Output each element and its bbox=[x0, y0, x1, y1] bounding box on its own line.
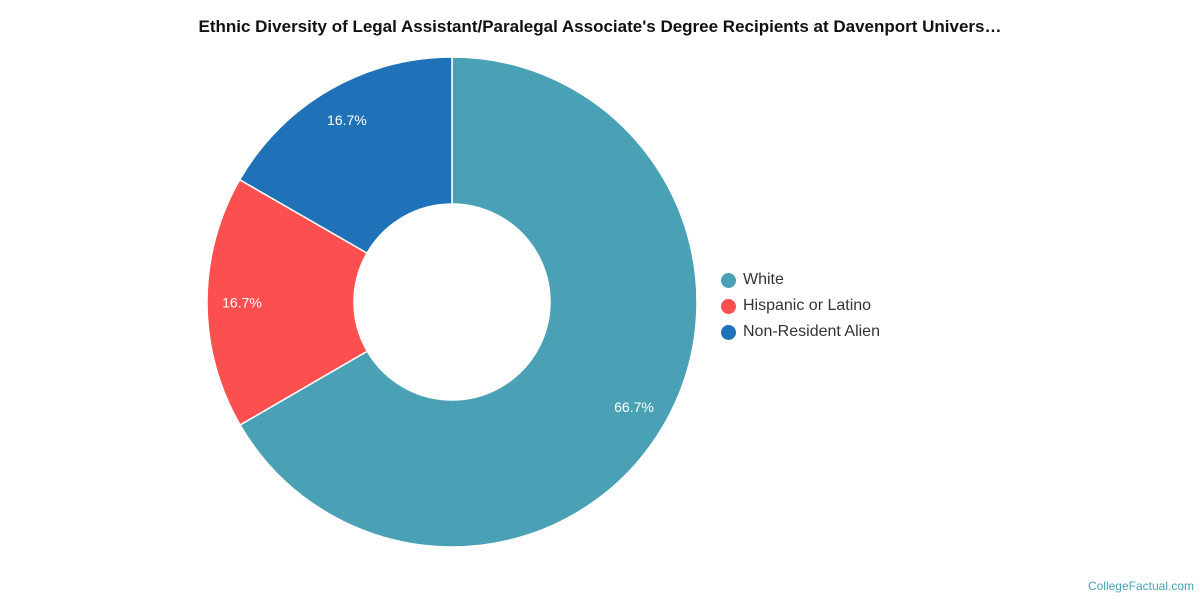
chart-title: Ethnic Diversity of Legal Assistant/Para… bbox=[198, 17, 1002, 36]
legend-swatch-white bbox=[721, 272, 736, 288]
data-label-hispanic-or-latino: 16.7% bbox=[222, 294, 262, 310]
legend-item-non-resident-alien[interactable]: Non-Resident Alien bbox=[721, 319, 880, 345]
legend-item-white[interactable]: White bbox=[721, 267, 880, 293]
slice-hispanic-or-latino[interactable] bbox=[206, 178, 369, 426]
slice-white[interactable] bbox=[239, 56, 698, 548]
data-label-white: 66.7% bbox=[614, 399, 654, 415]
legend-swatch-hispanic-or-latino bbox=[721, 298, 736, 314]
legend-label-white: White bbox=[743, 271, 784, 288]
legend-swatch-non-resident-alien bbox=[721, 324, 736, 340]
legend-label-hispanic-or-latino: Hispanic or Latino bbox=[743, 297, 872, 314]
data-label-non-resident-alien: 16.7% bbox=[327, 112, 367, 128]
site-watermark[interactable]: CollegeFactual.com bbox=[1087, 579, 1194, 593]
legend-label-non-resident-alien: Non-Resident Alien bbox=[743, 323, 880, 340]
legend-item-hispanic-or-latino[interactable]: Hispanic or Latino bbox=[721, 293, 880, 319]
chart-legend: White Hispanic or Latino Non-Resident Al… bbox=[721, 267, 880, 345]
slice-non-resident-alien[interactable] bbox=[238, 56, 453, 255]
